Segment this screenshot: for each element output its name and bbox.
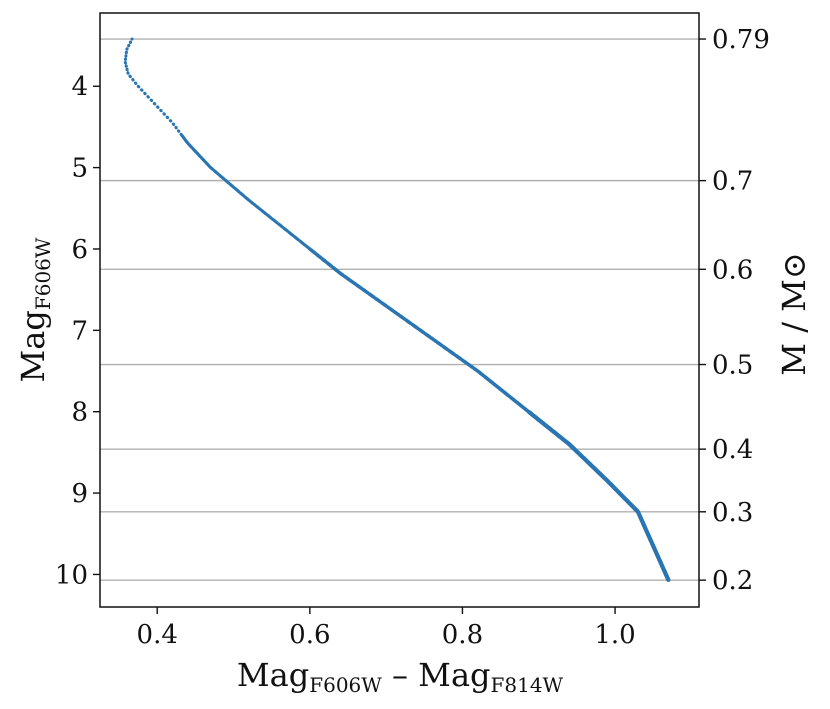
data-point xyxy=(130,37,134,41)
axis-label-part: Mag xyxy=(237,656,309,694)
axis-label-part: – xyxy=(382,656,418,694)
left-tick-label: 7 xyxy=(71,316,88,346)
right-y-axis: 0.79 0.7 0.6 0.5 0.4 0.3 0.2 xyxy=(699,25,770,596)
right-tick-label: 0.2 xyxy=(712,566,753,596)
data-point xyxy=(666,577,671,582)
data-point xyxy=(159,109,163,113)
data-point xyxy=(124,64,128,68)
data-point xyxy=(127,44,131,48)
data-point xyxy=(123,61,127,65)
left-tick-label: 5 xyxy=(71,154,88,184)
data-point xyxy=(146,95,150,99)
data-point xyxy=(169,119,173,123)
data-point xyxy=(150,99,154,103)
axis-label-part: Mag xyxy=(14,310,52,382)
axis-label-subscript: F814W xyxy=(491,673,564,697)
data-point xyxy=(166,116,170,120)
x-axis-label: MagF606W – MagF814W xyxy=(237,656,564,697)
data-point xyxy=(124,54,128,58)
left-y-axis-label: MagF606W xyxy=(14,237,55,382)
data-point xyxy=(128,40,132,44)
data-point xyxy=(156,105,160,109)
data-series xyxy=(123,37,671,582)
data-point xyxy=(162,112,166,116)
data-point xyxy=(140,88,144,92)
right-tick-label: 0.6 xyxy=(712,255,753,285)
data-point xyxy=(172,122,176,126)
data-point xyxy=(123,58,127,62)
x-tick-label: 0.4 xyxy=(137,620,178,650)
left-tick-label: 6 xyxy=(71,235,88,265)
left-tick-label: 10 xyxy=(55,560,88,590)
data-point xyxy=(174,126,178,130)
left-tick-label: 4 xyxy=(71,72,88,102)
plot-area-frame xyxy=(99,12,700,608)
x-tick-label: 0.8 xyxy=(442,620,483,650)
data-point xyxy=(153,102,157,106)
left-tick-label: 8 xyxy=(71,398,88,428)
left-tick-label: 9 xyxy=(71,479,88,509)
data-point xyxy=(143,92,147,96)
data-point xyxy=(131,78,135,82)
data-point xyxy=(134,81,138,85)
right-tick-label: 0.5 xyxy=(712,351,753,381)
data-point xyxy=(125,47,129,51)
axis-label-subscript: F606W xyxy=(31,237,55,310)
data-point xyxy=(124,51,128,55)
right-tick-label: 0.4 xyxy=(712,435,753,465)
right-tick-label: 0.3 xyxy=(712,498,753,528)
data-point xyxy=(125,68,129,72)
axis-label-subscript: F606W xyxy=(309,673,382,697)
data-point xyxy=(126,71,130,75)
right-y-axis-label: M / M⊙ xyxy=(775,252,813,375)
data-point xyxy=(177,129,181,133)
right-tick-label: 0.79 xyxy=(712,25,770,55)
data-point xyxy=(128,75,132,79)
data-point xyxy=(137,85,141,89)
axis-label-part: Mag xyxy=(418,656,490,694)
x-tick-label: 0.6 xyxy=(289,620,330,650)
left-y-axis: 4 5 6 7 8 9 10 xyxy=(55,72,100,590)
gridlines xyxy=(100,38,699,581)
x-tick-label: 1.0 xyxy=(594,620,635,650)
right-tick-label: 0.7 xyxy=(712,167,753,197)
x-axis: 0.4 0.6 0.8 1.0 xyxy=(137,607,636,650)
